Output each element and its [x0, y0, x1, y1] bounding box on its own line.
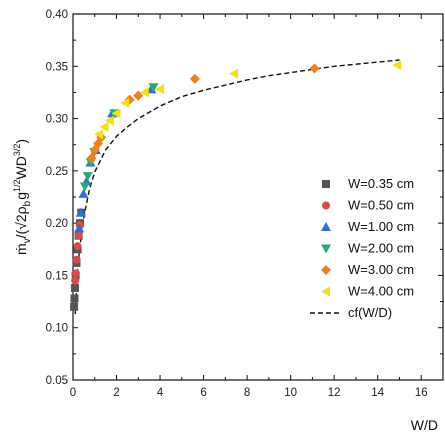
- data-point: [94, 129, 104, 140]
- data-point: [133, 90, 144, 101]
- y-tick-label: 0.05: [46, 375, 68, 387]
- legend-item: W=4.00 cm: [321, 284, 414, 299]
- y-tick-label: 0.25: [46, 166, 68, 178]
- x-tick-label: 8: [244, 387, 250, 399]
- data-point: [82, 172, 93, 182]
- data-point: [155, 84, 165, 95]
- x-axis-title: W/D: [411, 417, 438, 433]
- y-tick-label: 0.20: [46, 218, 68, 230]
- y-tick-label: 0.10: [46, 323, 68, 335]
- legend-item: W=2.00 cm: [321, 241, 414, 256]
- data-point: [79, 182, 90, 192]
- legend-label: W=2.00 cm: [348, 241, 414, 256]
- series-circle: [71, 221, 84, 285]
- legend-label: W=1.00 cm: [348, 219, 414, 234]
- data-point: [78, 188, 89, 198]
- data-point: [139, 87, 149, 98]
- y-tick-label: 0.30: [46, 114, 68, 126]
- x-tick-label: 12: [328, 387, 341, 399]
- data-point: [72, 255, 81, 264]
- data-point: [71, 269, 80, 278]
- data-point: [120, 97, 130, 108]
- legend-marker: [322, 201, 330, 210]
- data-point: [229, 68, 239, 79]
- fit-curve-line: [74, 59, 400, 315]
- axis-ticks: 0 2 4 6 8 10 12 14 16 0.05 0.10 0.15 0.20 0.25 0.30 0.3…: [46, 9, 444, 399]
- legend-item: W=3.00 cm: [321, 262, 414, 277]
- legend-label: W=3.00 cm: [348, 262, 414, 277]
- data-point: [105, 115, 114, 126]
- data-point: [74, 223, 85, 233]
- legend-marker: [321, 286, 330, 297]
- data-point: [99, 121, 109, 132]
- x-tick-label: 10: [284, 387, 297, 399]
- legend-label: W=0.50 cm: [348, 198, 414, 213]
- data-point: [189, 73, 200, 84]
- data-point: [73, 242, 82, 251]
- data-point: [70, 302, 79, 311]
- legend-marker: [321, 265, 331, 275]
- data-point: [86, 153, 97, 164]
- data-point: [71, 276, 80, 285]
- data-point: [124, 94, 135, 105]
- legend-item: W=0.50 cm: [322, 198, 414, 213]
- y-tick-label: 0.35: [46, 61, 68, 73]
- x-tick-label: 0: [70, 387, 76, 399]
- y-tick-label: 0.40: [46, 9, 68, 21]
- data-point: [70, 294, 79, 303]
- data-point: [309, 63, 320, 74]
- fit-curve-layer: [74, 59, 400, 315]
- x-tick-label: 4: [157, 387, 164, 399]
- legend-item: W=1.00 cm: [321, 219, 414, 234]
- data-point: [111, 108, 121, 119]
- x-tick-label: 2: [113, 387, 119, 399]
- legend-marker: [321, 244, 331, 254]
- data-point: [392, 60, 402, 71]
- legend-label: W=0.35 cm: [348, 176, 414, 191]
- data-point: [70, 283, 79, 292]
- legend-item: W=0.35 cm: [322, 176, 414, 191]
- y-axis-title: ṁv/(√2ρbg1/2WD3/2): [12, 139, 33, 255]
- legend-item: cf(W/D): [310, 305, 392, 320]
- x-tick-label: 16: [415, 387, 428, 399]
- legend-marker: [321, 222, 331, 231]
- x-tick-label: 14: [371, 387, 384, 399]
- legend-label: W=4.00 cm: [348, 284, 414, 299]
- data-point: [148, 83, 159, 93]
- data-point: [75, 207, 86, 217]
- y-tick-label: 0.15: [46, 270, 68, 282]
- series-triangle-left: [94, 60, 402, 140]
- x-tick-label: 6: [200, 387, 206, 399]
- legend: W=0.35 cm W=0.50 cm W=1.00 cm W=2.00 cm W=3.…: [310, 176, 414, 320]
- series-diamond: [86, 63, 320, 164]
- legend-label: cf(W/D): [348, 305, 392, 320]
- data-points: [70, 60, 402, 311]
- legend-marker: [322, 180, 330, 188]
- data-point: [74, 231, 83, 240]
